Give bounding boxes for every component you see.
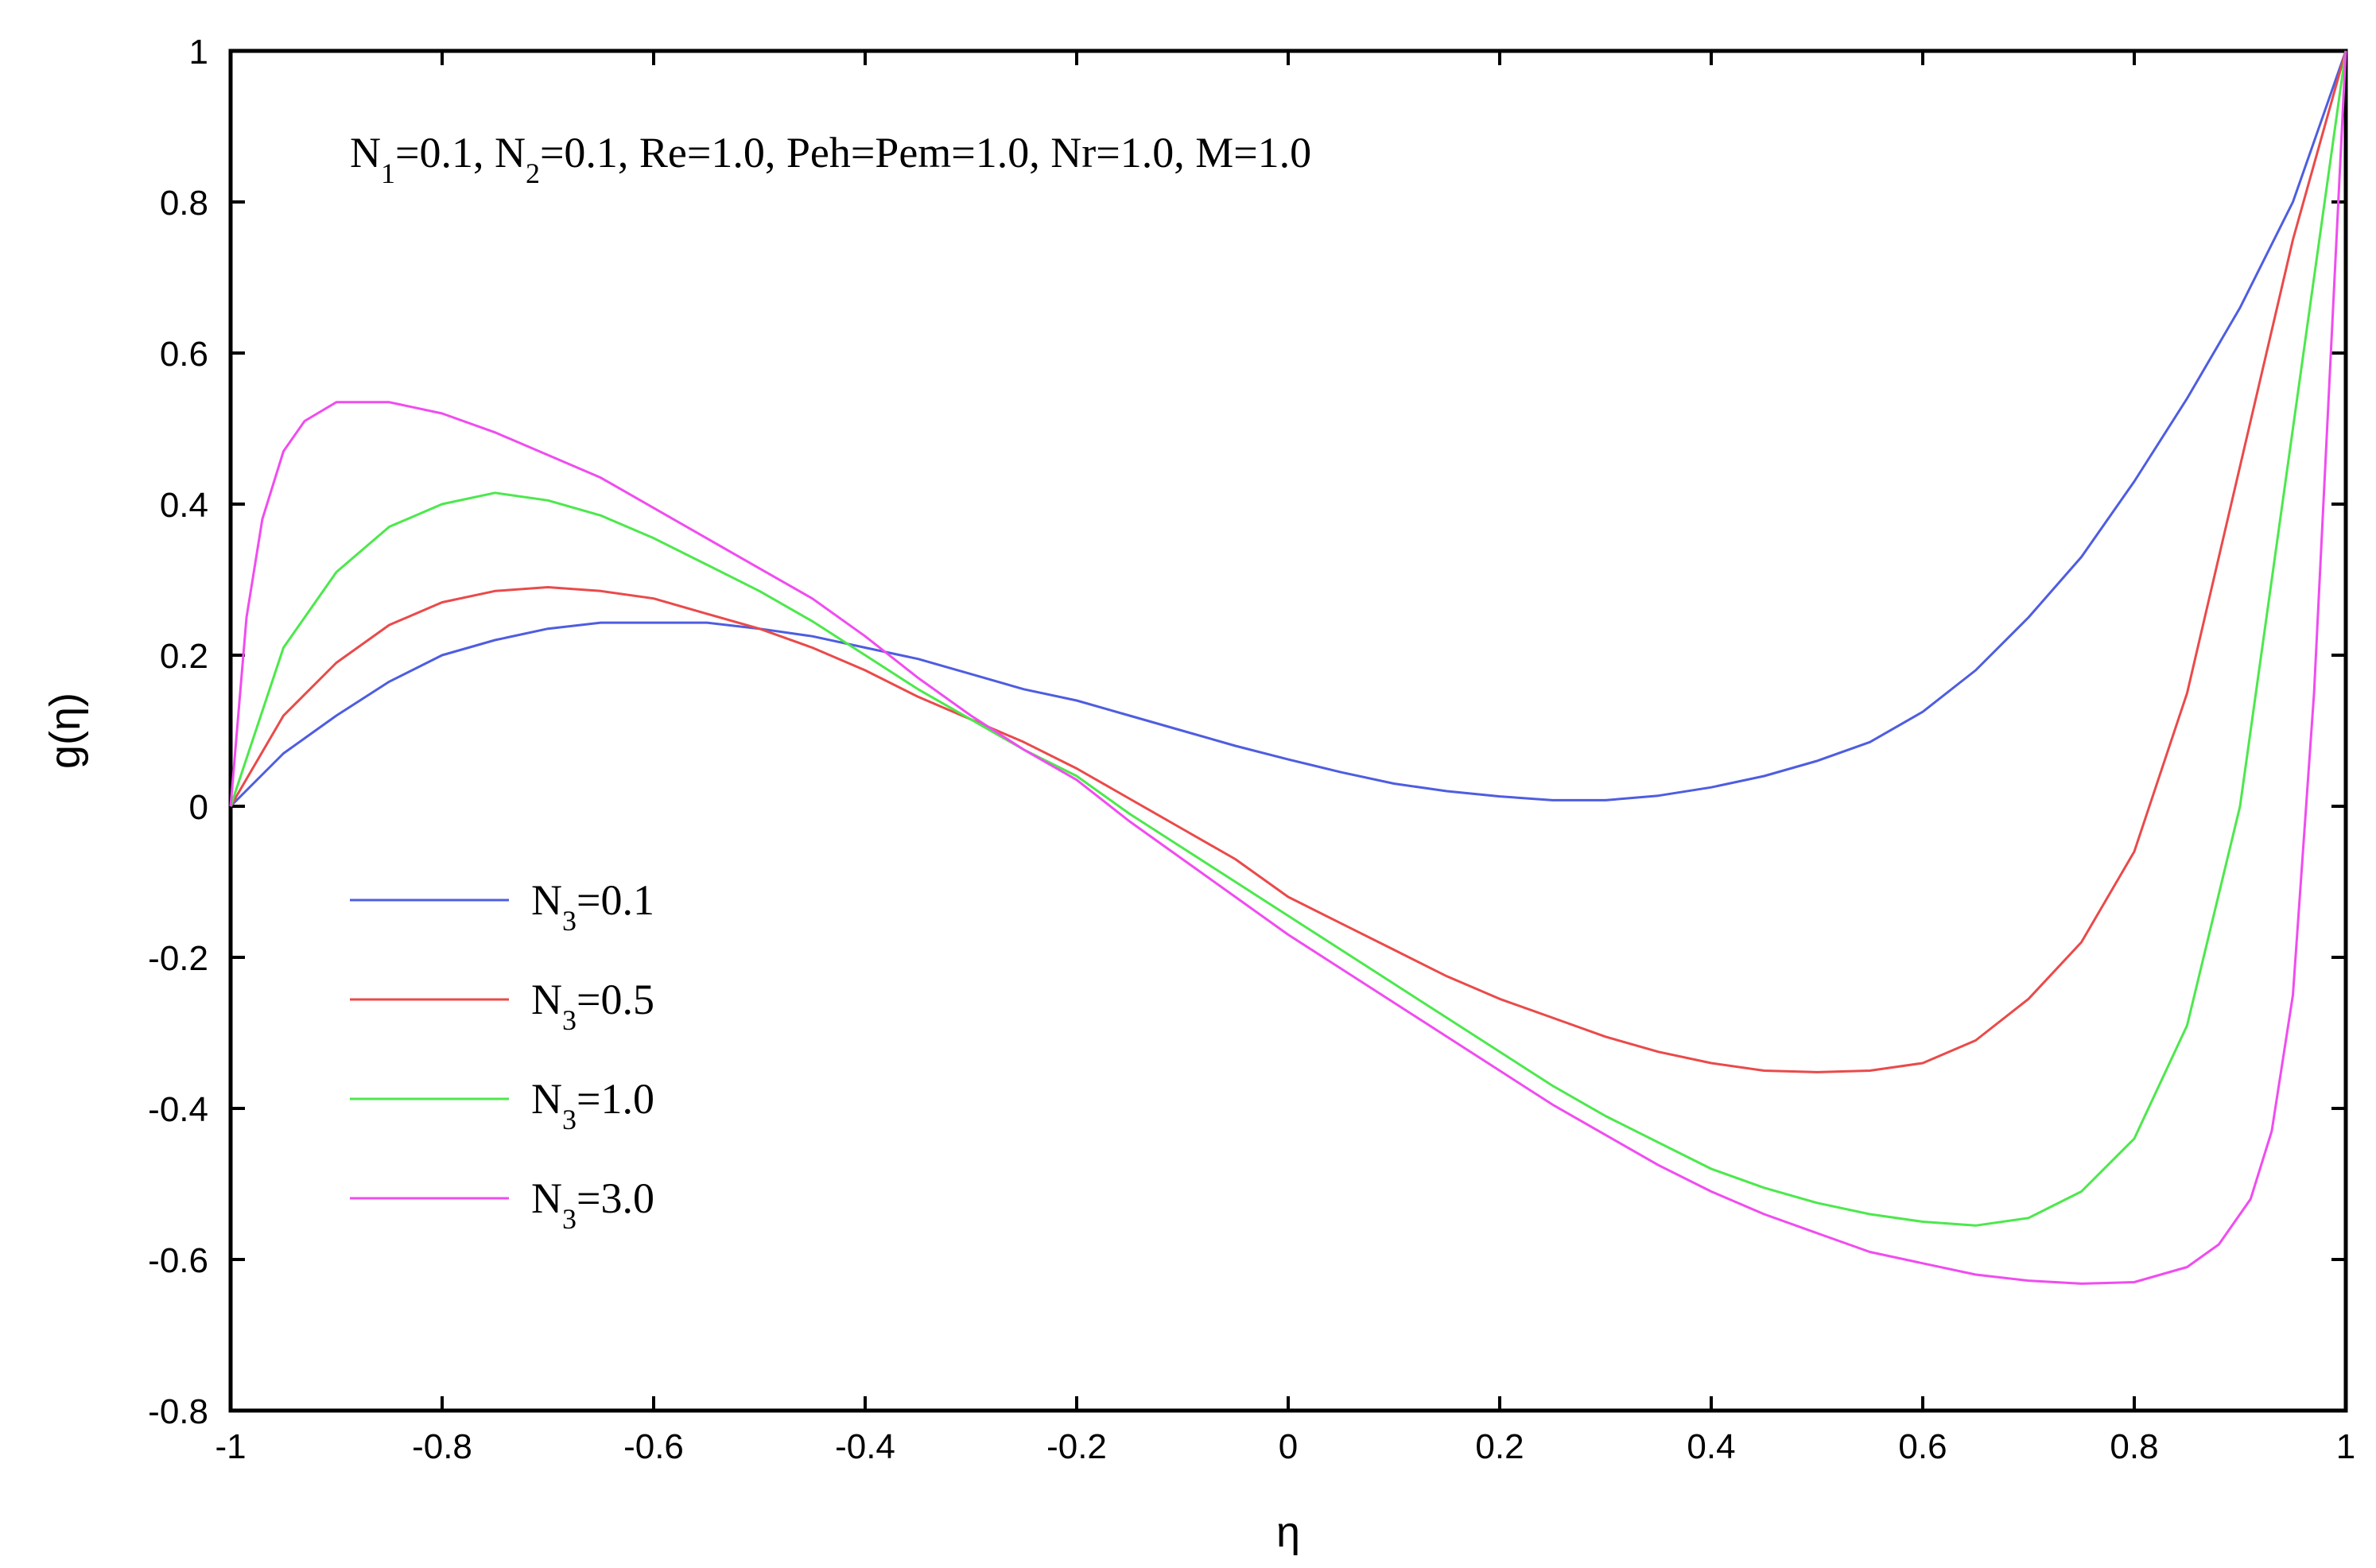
y-tick-label: -0.4: [148, 1090, 208, 1129]
legend-label-3: N3=1.0: [531, 1075, 654, 1135]
series-line-1: [229, 50, 2347, 808]
x-tick-label: 0.8: [2110, 1427, 2158, 1466]
axis-ticks: -1 -0.8 -0.6 -0.4 -0.2 0 0.2 0.4 0.6 0.8 1-0.8-0.6…: [148, 33, 2355, 1466]
y-tick-label: 0.2: [160, 637, 208, 676]
legend-label-4: N3=3.0: [531, 1174, 654, 1235]
series-line-3: [229, 50, 2347, 1227]
y-tick-label: -0.2: [148, 939, 208, 978]
x-axis-title: η: [1276, 1508, 1300, 1556]
annotation-text: N1=0.1, N2=0.1, Re=1.0, Peh=Pem=1.0, Nr=…: [350, 129, 1311, 189]
x-tick-label: -0.2: [1046, 1427, 1107, 1466]
x-tick-label: 0.4: [1687, 1427, 1735, 1466]
x-tick-label: 0: [1279, 1427, 1298, 1466]
x-tick-label: -0.8: [412, 1427, 472, 1466]
plot-area: [228, 49, 2348, 1413]
y-tick-label: -0.6: [148, 1241, 208, 1280]
y-tick-label: 0: [189, 788, 208, 827]
y-tick-label: 0.6: [160, 335, 208, 374]
x-tick-label: 0.2: [1475, 1427, 1524, 1466]
x-tick-label: -1: [215, 1427, 246, 1466]
x-tick-label: 1: [2336, 1427, 2355, 1466]
legend-label-2: N3=0.5: [531, 976, 654, 1036]
x-tick-label: 0.6: [1898, 1427, 1947, 1466]
legend-label-1: N3=0.1: [531, 876, 654, 937]
y-tick-label: 0.4: [160, 486, 208, 525]
y-tick-label: 0.8: [160, 184, 208, 223]
y-tick-label: 1: [189, 33, 208, 72]
legend: N3=0.1 N3=0.5 N3=1.0 N3=3.0: [350, 876, 654, 1235]
y-axis-title: g(η): [41, 693, 89, 769]
series-line-4: [229, 50, 2347, 1285]
y-tick-label: -0.8: [148, 1392, 208, 1431]
x-tick-label: -0.6: [623, 1427, 684, 1466]
series-layer: [229, 50, 2347, 1285]
series-line-2: [229, 50, 2347, 1073]
x-tick-label: -0.4: [835, 1427, 895, 1466]
